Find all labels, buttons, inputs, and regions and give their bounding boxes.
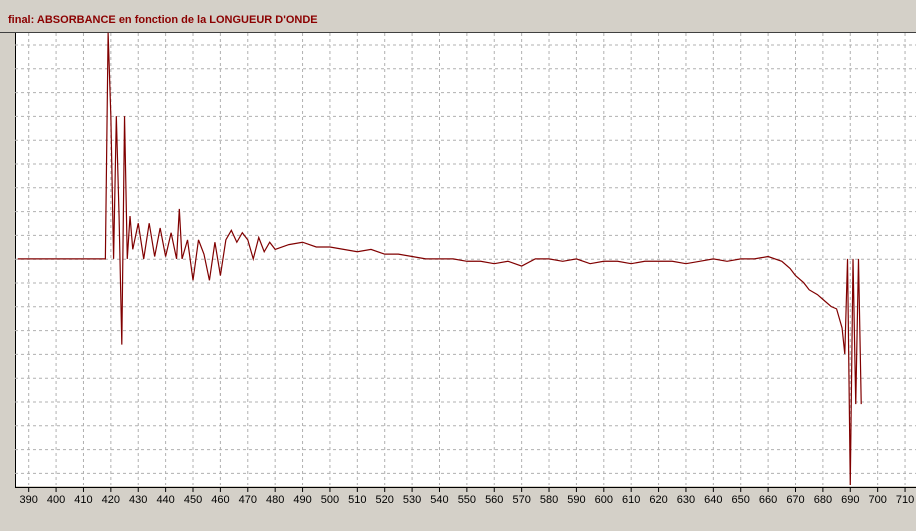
x-tick-label: 650 [732, 494, 750, 506]
x-tick-label: 690 [841, 494, 859, 506]
x-tick-label: 390 [20, 494, 38, 506]
x-tick-label: 670 [786, 494, 804, 506]
title-bar [0, 0, 916, 32]
x-tick-label: 400 [47, 494, 65, 506]
x-tick-label: 550 [458, 494, 476, 506]
x-tick-label: 540 [430, 494, 448, 506]
x-tick-label: 570 [512, 494, 530, 506]
x-tick-label: 520 [376, 494, 394, 506]
x-tick-label: 590 [567, 494, 585, 506]
x-tick-label: 710 [896, 494, 914, 506]
x-tick-label: 660 [759, 494, 777, 506]
data-line [17, 32, 862, 486]
x-tick-label: 510 [348, 494, 366, 506]
chart-title: final: ABSORBANCE en fonction de la LONG… [8, 14, 318, 26]
x-tick-label: 630 [677, 494, 695, 506]
x-tick-label: 440 [156, 494, 174, 506]
x-tick-label: 680 [814, 494, 832, 506]
x-tick-label: 500 [321, 494, 339, 506]
x-tick-label: 610 [622, 494, 640, 506]
x-tick-label: 640 [704, 494, 722, 506]
x-tick-label: 480 [266, 494, 284, 506]
x-tick-label: 410 [74, 494, 92, 506]
x-tick-label: 490 [293, 494, 311, 506]
x-tick-label: 460 [211, 494, 229, 506]
x-tick-label: 450 [184, 494, 202, 506]
x-tick-label: 470 [239, 494, 257, 506]
x-tick-label: 530 [403, 494, 421, 506]
x-tick-label: 430 [129, 494, 147, 506]
x-tick-label: 600 [595, 494, 613, 506]
x-tick-label: 620 [649, 494, 667, 506]
x-tick-label: 420 [102, 494, 120, 506]
x-tick-label: 700 [868, 494, 886, 506]
x-tick-label: 560 [485, 494, 503, 506]
x-tick-label: 580 [540, 494, 558, 506]
